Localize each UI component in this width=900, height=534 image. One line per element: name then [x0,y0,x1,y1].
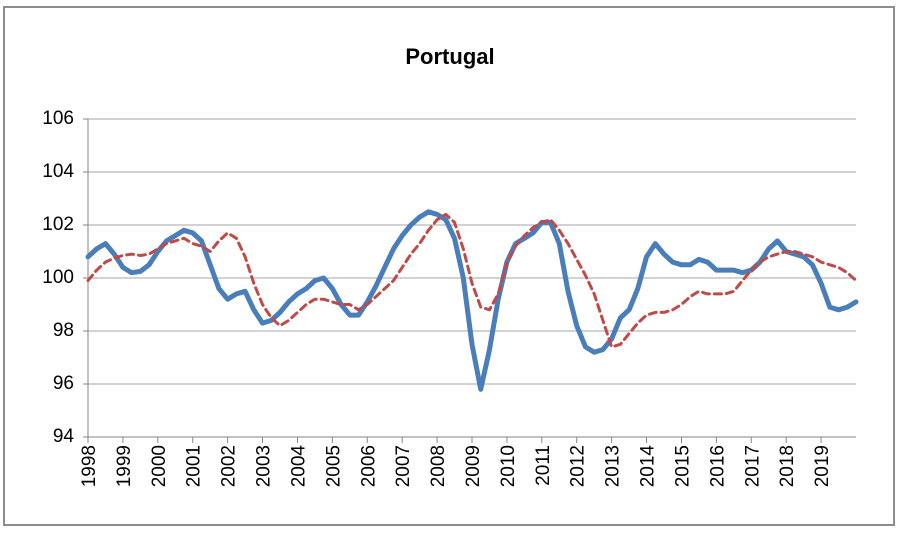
x-tick-label: 2012 [568,445,589,487]
x-tick-label: 2005 [323,445,344,487]
x-tick-label: 2010 [498,445,519,487]
x-tick-label: 2013 [603,445,624,487]
x-tick-label: 2019 [812,445,833,487]
y-tick-label: 98 [53,320,74,341]
x-tick-label: 2015 [672,445,693,487]
x-tick-label: 1999 [114,445,135,487]
y-tick-label: 102 [42,214,74,235]
x-tick-label: 2018 [777,445,798,487]
x-tick-label: 1998 [79,445,100,487]
x-tick-label: 2009 [463,445,484,487]
y-tick-label: 96 [53,373,74,394]
x-tick-label: 2007 [393,445,414,487]
x-tick-label: 2002 [219,445,240,487]
x-tick-label: 2003 [254,445,275,487]
x-tick-label: 2017 [742,445,763,487]
y-tick-label: 106 [42,108,74,129]
x-tick-label: 2004 [288,445,309,488]
plot-area: 94 96 98 100 102 104 106 1998 1999 2000 2001 2002 20… [42,108,859,488]
x-tick-label: 2014 [638,445,659,488]
y-tick-label: 94 [53,426,75,447]
chart-title: Portugal [405,44,494,69]
x-tick-label: 2011 [533,445,554,486]
x-tick-label: 2001 [184,445,205,487]
series-line [86,212,858,349]
y-tick-label: 104 [42,161,74,182]
x-tick-label: 2008 [428,445,449,487]
chart-frame [3,6,895,526]
y-tick-label: 100 [42,267,74,288]
x-tick-label: 2006 [358,445,379,487]
x-tick-label: 2000 [149,445,170,487]
x-tick-label: 2016 [707,445,728,487]
series-line [85,209,859,392]
